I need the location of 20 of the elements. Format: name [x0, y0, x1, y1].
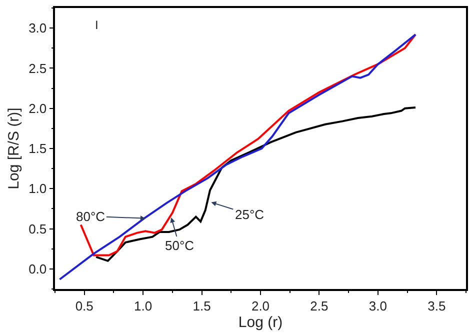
y-tick-label: 1.5	[28, 141, 47, 156]
x-tick-label: 1.0	[134, 298, 152, 314]
y-tick-label: 0.0	[28, 261, 47, 276]
y-axis-title: Log [R/S (r)]	[5, 108, 22, 190]
x-tick-label: 3.0	[368, 298, 387, 314]
x-tick-label: 3.5	[428, 298, 446, 314]
x-axis-title: Log (r)	[238, 314, 283, 331]
y-tick-label: 0.5	[28, 221, 47, 236]
x-tick-label: 2.0	[251, 298, 270, 314]
x-tick-label: 2.5	[310, 298, 328, 314]
annotation: I	[95, 18, 98, 32]
y-tick-label: 2.5	[28, 60, 47, 76]
y-tick-label: 3.0	[28, 20, 47, 36]
y-tick-label: 1.0	[28, 181, 47, 196]
annotation: 80°C	[76, 209, 106, 224]
x-tick-label: 0.5	[75, 298, 94, 314]
annotation: 25°C	[235, 207, 264, 222]
annotation: 50°C	[165, 238, 194, 253]
y-tick-label: 2.0	[28, 100, 47, 116]
x-tick-label: 1.5	[192, 298, 211, 314]
